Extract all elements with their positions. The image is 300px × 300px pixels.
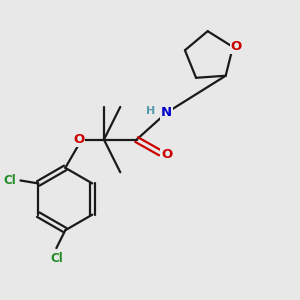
Text: Cl: Cl — [4, 174, 16, 187]
Text: O: O — [73, 133, 84, 146]
Text: N: N — [161, 106, 172, 119]
Text: H: H — [146, 106, 155, 116]
Text: O: O — [231, 40, 242, 53]
Text: O: O — [161, 148, 172, 161]
Text: Cl: Cl — [50, 252, 63, 265]
